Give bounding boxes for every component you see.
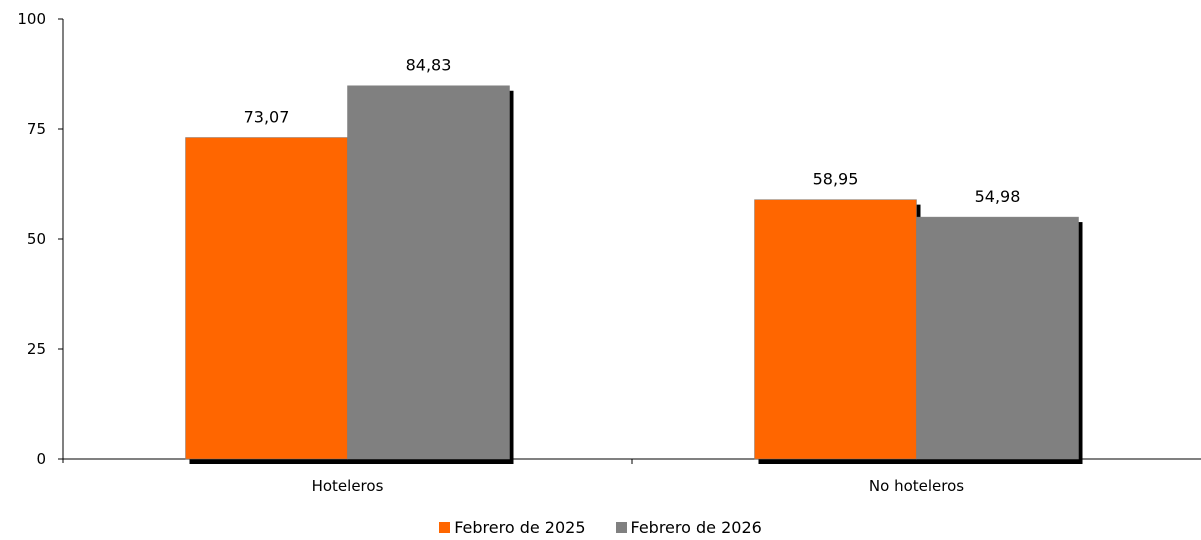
bar-chart: 0 25 50 75 100 73,07 84,83 Hoteleros 58,95 54,98 N… (17, 10, 1201, 495)
legend-label-febrero-2025: Febrero de 2025 (454, 518, 586, 537)
data-label-hoteleros-1: 84,83 (406, 56, 452, 75)
legend: Febrero de 2025 Febrero de 2026 (0, 518, 1201, 537)
legend-swatch-febrero-2026 (615, 522, 627, 533)
bar-no-hoteleros-0 (754, 199, 917, 460)
y-tick-label-75: 75 (27, 120, 46, 138)
data-label-no-hoteleros-0: 58,95 (813, 170, 859, 189)
legend-swatch-febrero-2025 (439, 522, 451, 533)
category-label-hoteleros: Hoteleros (312, 477, 384, 495)
y-tick-label-100: 100 (17, 10, 46, 28)
bar-hoteleros-0 (185, 137, 348, 460)
bar-hoteleros-1 (347, 85, 510, 460)
data-label-hoteleros-0: 73,07 (244, 107, 290, 126)
category-label-no-hoteleros: No hoteleros (869, 477, 964, 495)
legend-label-febrero-2026: Febrero de 2026 (630, 518, 762, 537)
y-tick-label-0: 0 (36, 450, 46, 468)
legend-item-febrero-2026: Febrero de 2026 (615, 518, 762, 537)
bar-no-hoteleros-1 (916, 216, 1079, 460)
y-tick-label-25: 25 (27, 340, 46, 358)
data-label-no-hoteleros-1: 54,98 (975, 187, 1021, 206)
y-tick-label-50: 50 (27, 230, 46, 248)
legend-item-febrero-2025: Febrero de 2025 (439, 518, 586, 537)
